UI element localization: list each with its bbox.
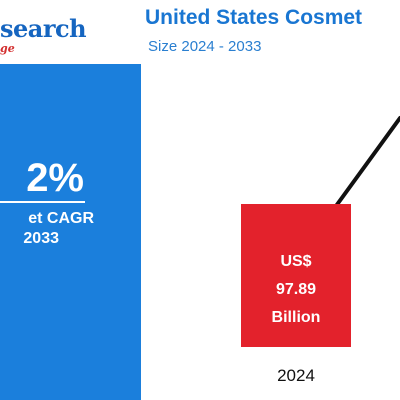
cagr-value: 2% [26, 156, 84, 200]
x-tick-label: 2024 [277, 366, 315, 385]
brand-tagline: ge [0, 42, 15, 55]
data-label: US$ [280, 253, 311, 270]
cagr-panel: 2% et CAGR 2033 [0, 64, 141, 400]
bar-2024 [241, 204, 351, 347]
cagr-period: 2033 [23, 230, 59, 247]
chart-subtitle: Size 2024 - 2033 [148, 38, 262, 55]
brand-logo: search ge [0, 8, 90, 58]
data-label: Billion [272, 309, 321, 326]
trend-line [334, 116, 400, 208]
cagr-divider [0, 201, 85, 203]
data-label: 97.89 [276, 281, 316, 298]
chart-title: United States Cosmet [145, 6, 363, 29]
cagr-label: et CAGR [28, 210, 94, 227]
brand-name: search [0, 14, 87, 43]
